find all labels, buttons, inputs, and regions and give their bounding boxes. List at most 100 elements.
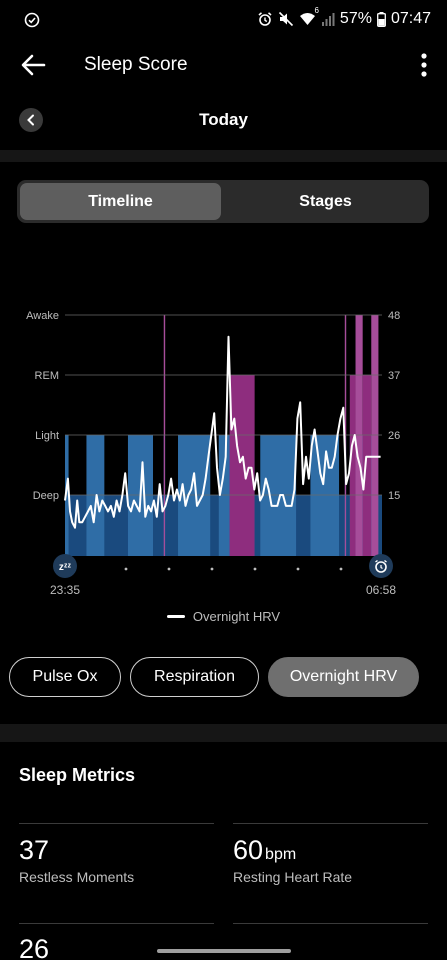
- arrow-left-icon: [21, 54, 46, 76]
- hrv-tick-label: 15: [388, 490, 400, 502]
- metric-value-partial: 26: [19, 934, 50, 960]
- chart-gridlines: [65, 314, 382, 496]
- page-title: Sleep Score: [84, 54, 188, 75]
- chart-legend: Overnight HRV: [0, 609, 447, 624]
- x-axis-dots: [124, 567, 343, 571]
- hrv-tick-label: 26: [388, 430, 400, 442]
- view-toggle: Timeline Stages: [17, 180, 429, 223]
- home-indicator[interactable]: [157, 949, 291, 953]
- stage-gap: [254, 435, 261, 495]
- metric-divider: [233, 823, 428, 824]
- stage-gap: [165, 435, 179, 495]
- more-vert-icon: [421, 53, 427, 77]
- overnight-hrv-pill[interactable]: Overnight HRV: [268, 657, 419, 697]
- metric-divider: [19, 923, 214, 924]
- stage-block-deep: [165, 495, 179, 556]
- metric-divider: [233, 923, 428, 924]
- chevron-left-icon: [27, 114, 34, 126]
- stage-label-deep: Deep: [33, 490, 59, 502]
- legend-line-swatch: [166, 615, 185, 618]
- mute-icon: [278, 11, 293, 27]
- stage-block-rem: [229, 375, 255, 556]
- x-tick-dot: [253, 567, 257, 571]
- stage-label-awake: Awake: [26, 310, 59, 322]
- signal-icon: [321, 13, 335, 26]
- stage-block-light: [178, 435, 211, 556]
- stage-block-deep: [254, 495, 261, 556]
- clock-time: 07:47: [390, 10, 431, 27]
- stage-axis-labels: Awake REM Light Deep: [26, 310, 59, 502]
- stage-block-awake: [355, 315, 363, 556]
- section-divider: [0, 150, 447, 162]
- stage-block-deep: [346, 495, 350, 556]
- stage-block-awake: [163, 315, 166, 556]
- stage-block-deep: [210, 495, 219, 556]
- stage-gap: [153, 435, 164, 495]
- stage-gap: [339, 435, 345, 495]
- start-time-label: 23:35: [50, 583, 80, 597]
- stage-block-deep: [296, 495, 311, 556]
- sleep-metrics-title: Sleep Metrics: [19, 765, 136, 785]
- stage-block-deep: [68, 495, 87, 556]
- wifi-icon: 6: [299, 6, 319, 27]
- stage-gap: [346, 435, 350, 495]
- stage-gap: [378, 435, 382, 495]
- stage-label-rem: REM: [35, 370, 59, 382]
- hrv-tick-label: 48: [388, 310, 400, 322]
- resting-heart-rate-unit: bpm: [265, 846, 297, 863]
- x-tick-dot: [339, 567, 343, 571]
- hypnogram: [65, 315, 382, 556]
- stage-block-rem: [362, 375, 372, 556]
- restless-moments-value: 37: [19, 835, 50, 865]
- tab-timeline[interactable]: Timeline: [20, 183, 221, 220]
- zzz-icon: zᶻᶻ: [59, 562, 72, 573]
- wake-marker: [369, 554, 393, 578]
- stage-block-deep: [104, 495, 128, 556]
- network-type-label: 6: [314, 6, 319, 15]
- stage-block-deep: [339, 495, 345, 556]
- status-icons: 6 57% 07:47: [257, 6, 431, 28]
- pulse-ox-pill[interactable]: Pulse Ox: [9, 657, 121, 697]
- battery-percent: 57%: [339, 10, 372, 27]
- stage-block-deep: [378, 495, 382, 556]
- stage-gap: [104, 435, 128, 495]
- restless-moments-label: Restless Moments: [19, 869, 135, 885]
- respiration-pill[interactable]: Respiration: [130, 657, 259, 697]
- stage-block-light: [65, 435, 69, 556]
- stage-label-light: Light: [35, 430, 59, 442]
- date-label: Today: [199, 110, 248, 129]
- stage-block-awake: [344, 315, 347, 556]
- check-circle-icon: [24, 12, 40, 28]
- metric-divider: [19, 823, 214, 824]
- resting-heart-rate-label: Resting Heart Rate: [233, 869, 353, 885]
- battery-icon: [377, 11, 386, 27]
- stage-gap: [68, 435, 87, 495]
- back-button[interactable]: [18, 52, 48, 78]
- sleep-start-marker: zᶻᶻ: [53, 554, 77, 578]
- stage-block-light: [218, 435, 230, 556]
- resting-heart-rate-value: 60 bpm: [233, 835, 297, 865]
- sleep-timeline-chart: Awake REM Light Deep 48 37 26 15 zᶻᶻ 23:35 06:…: [26, 310, 400, 597]
- date-navigation: Today: [0, 100, 447, 140]
- x-tick-dot: [210, 567, 214, 571]
- stage-block-light: [86, 435, 105, 556]
- stage-block-awake: [371, 315, 379, 556]
- hrv-series-line: [64, 335, 381, 529]
- hrv-tick-label: 37: [388, 370, 400, 382]
- status-bar: 6 57% 07:47: [0, 0, 447, 40]
- stage-gap: [210, 435, 219, 495]
- legend-label: Overnight HRV: [192, 609, 281, 624]
- previous-day-button[interactable]: [19, 108, 43, 132]
- x-tick-dot: [296, 567, 300, 571]
- more-options-button[interactable]: [417, 51, 431, 79]
- stage-block-light: [260, 435, 297, 556]
- section-divider: [0, 724, 447, 742]
- stage-block-deep: [153, 495, 164, 556]
- stage-block-rem: [349, 375, 356, 556]
- x-tick-dot: [124, 567, 128, 571]
- end-time-label: 06:58: [366, 583, 396, 597]
- alarm-clock-icon: [375, 559, 387, 573]
- tab-stages[interactable]: Stages: [299, 192, 352, 210]
- alarm-icon: [258, 12, 272, 26]
- hrv-axis-labels: 48 37 26 15: [388, 310, 400, 502]
